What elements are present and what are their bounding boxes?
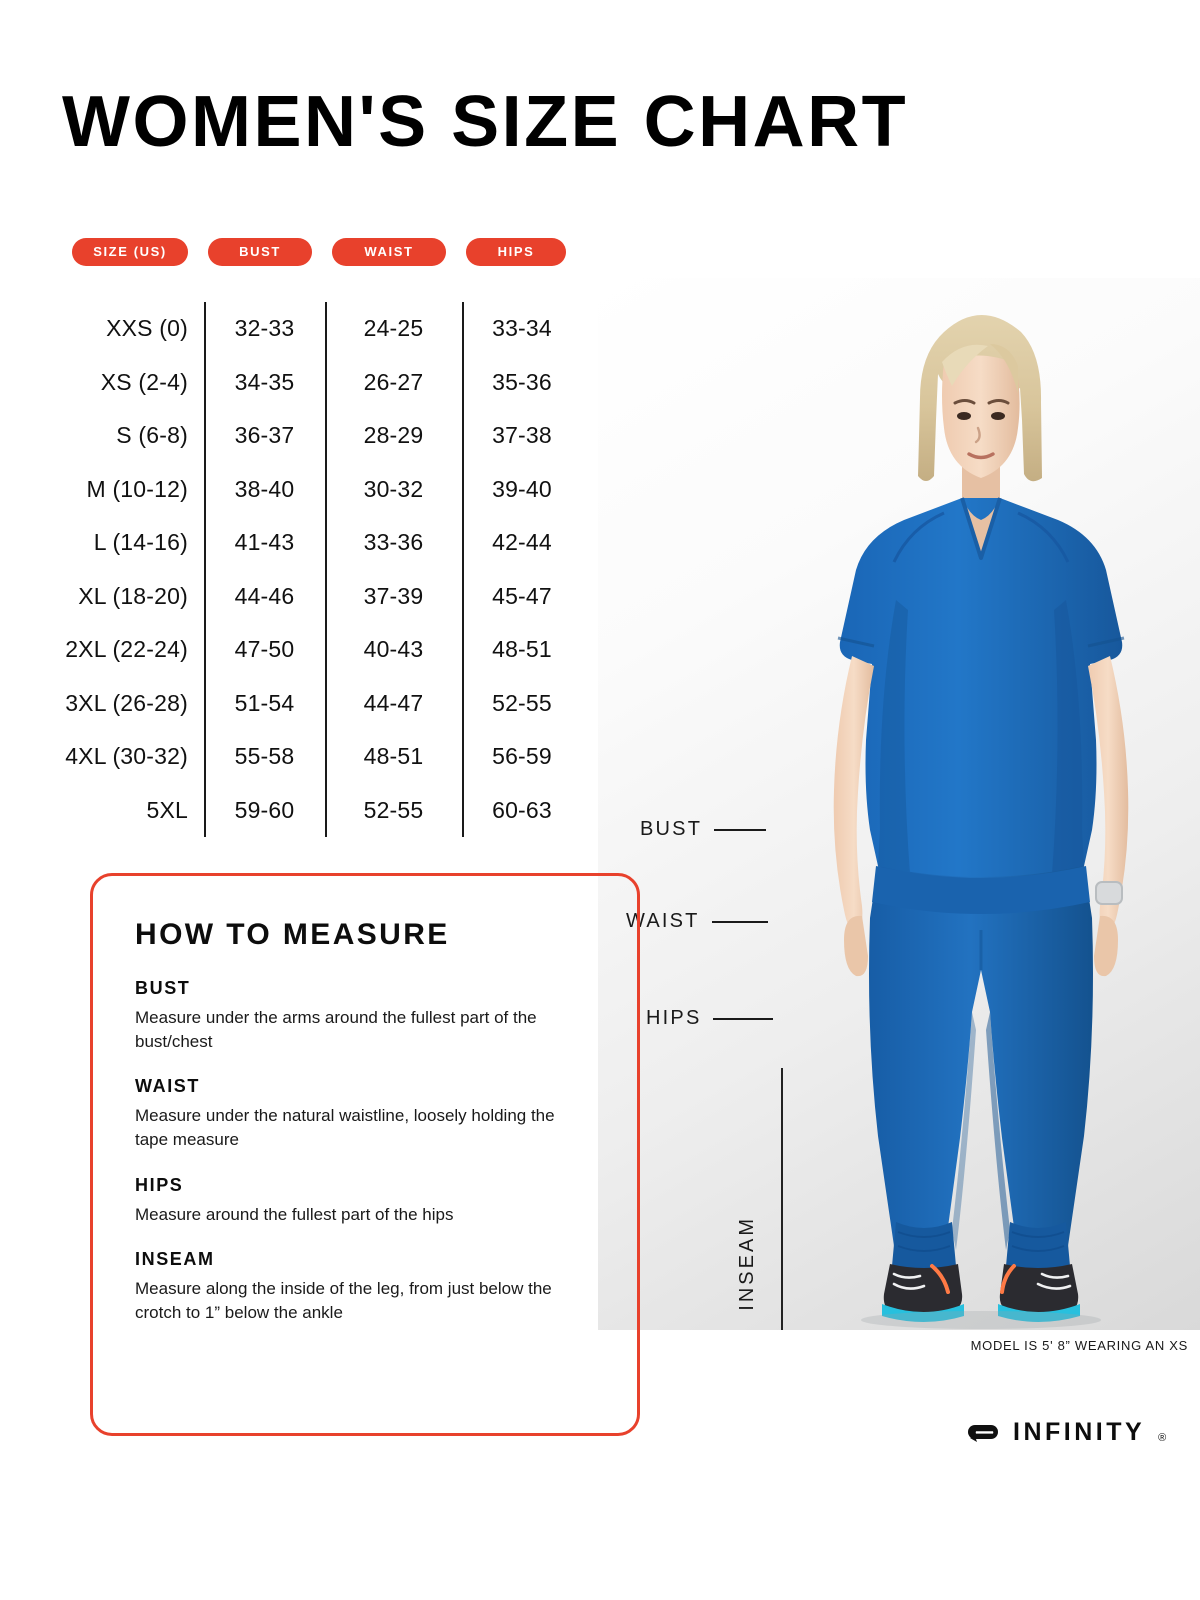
- cell-bust: 59-60: [234, 796, 295, 823]
- cell-waist: 48-51: [363, 743, 424, 770]
- cell-waist: 26-27: [363, 368, 424, 395]
- model-caption: MODEL IS 5' 8” WEARING AN XS: [970, 1338, 1188, 1353]
- cell-bust: 47-50: [234, 636, 295, 663]
- cell-size: 4XL (30-32): [65, 743, 188, 770]
- table-row: XL (18-20) 44-46 37-39 45-47: [62, 570, 582, 624]
- cell-hips: 60-63: [492, 796, 552, 823]
- model-figure-illustration: [833, 315, 1129, 1329]
- cell-hips: 45-47: [492, 582, 552, 609]
- column-header-hips: HIPS: [466, 238, 566, 266]
- callout-waist-line: [711, 920, 768, 923]
- brand-trademark-symbol: ®: [1158, 1432, 1167, 1444]
- cell-hips: 52-55: [492, 689, 552, 716]
- cell-bust: 36-37: [234, 422, 295, 449]
- callout-hips-line: [713, 1017, 774, 1020]
- table-row: M (10-12) 38-40 30-32 39-40: [62, 463, 582, 517]
- brand-wordmark: INFINITY: [1013, 1418, 1146, 1446]
- cell-hips: 35-36: [492, 368, 552, 395]
- cell-size: XS (2-4): [100, 368, 188, 395]
- callout-bust: BUST: [640, 818, 767, 841]
- callout-inseam-line: [781, 1068, 783, 1330]
- cell-hips: 48-51: [492, 636, 552, 663]
- table-body: XXS (0) 32-33 24-25 33-34 XS (2-4) 34-35…: [62, 302, 582, 837]
- cell-bust: 32-33: [234, 315, 295, 342]
- callout-inseam-label: INSEAM: [736, 1215, 758, 1311]
- cell-bust: 41-43: [234, 529, 295, 556]
- cell-hips: 39-40: [492, 475, 552, 502]
- cell-waist: 40-43: [363, 636, 424, 663]
- measure-item-inseam-label: INSEAM: [135, 1248, 215, 1269]
- table-row: XS (2-4) 34-35 26-27 35-36: [62, 356, 582, 410]
- cell-size: XL (18-20): [78, 582, 188, 609]
- table-row: 5XL 59-60 52-55 60-63: [62, 784, 582, 838]
- callout-inseam: INSEAM: [736, 1068, 783, 1330]
- measure-item-hips-text: Measure around the fullest part of the h…: [135, 1204, 454, 1224]
- cell-size: S (6-8): [116, 422, 188, 449]
- table-row: 2XL (22-24) 47-50 40-43 48-51: [62, 623, 582, 677]
- callout-bust-label: BUST: [640, 818, 703, 840]
- callout-waist-label: WAIST: [626, 910, 700, 932]
- cell-size: M (10-12): [86, 475, 188, 502]
- cell-waist: 28-29: [363, 422, 424, 449]
- cell-hips: 37-38: [492, 422, 552, 449]
- cell-size: 5XL: [146, 796, 188, 823]
- measure-item-waist: WAIST Measure under the natural waistlin…: [135, 1076, 587, 1152]
- cell-size: XXS (0): [106, 315, 188, 342]
- table-row: 4XL (30-32) 55-58 48-51 56-59: [62, 730, 582, 784]
- measure-item-bust-text: Measure under the arms around the fulles…: [135, 1008, 537, 1052]
- column-divider-1: [204, 302, 206, 837]
- column-header-bust: BUST: [208, 238, 312, 266]
- measure-item-bust: BUST Measure under the arms around the f…: [135, 978, 587, 1054]
- cell-bust: 38-40: [234, 475, 295, 502]
- model-image-panel: BUST WAIST HIPS INSEAM: [598, 278, 1200, 1330]
- how-to-measure-content: HOW TO MEASURE BUST Measure under the ar…: [135, 918, 587, 1325]
- column-header-waist: WAIST: [332, 238, 446, 266]
- page-title: WOMEN'S SIZE CHART: [62, 82, 909, 162]
- cell-waist: 37-39: [363, 582, 424, 609]
- measure-item-waist-text: Measure under the natural waistline, loo…: [135, 1106, 555, 1150]
- cell-bust: 44-46: [234, 582, 295, 609]
- cell-hips: 33-34: [492, 315, 552, 342]
- column-header-size: SIZE (US): [72, 238, 188, 266]
- model-illustration: BUST WAIST HIPS INSEAM: [598, 278, 1200, 1330]
- measure-item-hips: HIPS Measure around the fullest part of …: [135, 1175, 587, 1227]
- cell-bust: 34-35: [234, 368, 295, 395]
- column-divider-3: [462, 302, 464, 837]
- table-row: S (6-8) 36-37 28-29 37-38: [62, 409, 582, 463]
- cell-waist: 33-36: [363, 529, 424, 556]
- brand-logo: INFINITY ®: [966, 1418, 1166, 1447]
- measure-item-inseam-text: Measure along the inside of the leg, fro…: [135, 1278, 552, 1322]
- cell-size: L (14-16): [93, 529, 188, 556]
- measure-item-hips-label: HIPS: [135, 1174, 184, 1195]
- cell-bust: 51-54: [234, 689, 295, 716]
- how-to-measure-title: HOW TO MEASURE: [135, 918, 450, 951]
- cell-waist: 52-55: [363, 796, 424, 823]
- cell-size: 3XL (26-28): [65, 689, 188, 716]
- callout-waist: WAIST: [626, 910, 768, 933]
- infinity-loop-icon: [968, 1424, 998, 1442]
- callout-hips-label: HIPS: [646, 1007, 702, 1029]
- table-row: L (14-16) 41-43 33-36 42-44: [62, 516, 582, 570]
- measure-item-inseam: INSEAM Measure along the inside of the l…: [135, 1249, 587, 1325]
- cell-waist: 24-25: [363, 315, 424, 342]
- callout-hips: HIPS: [646, 1007, 774, 1030]
- cell-size: 2XL (22-24): [65, 636, 188, 663]
- table-row: XXS (0) 32-33 24-25 33-34: [62, 302, 582, 356]
- table-row: 3XL (26-28) 51-54 44-47 52-55: [62, 677, 582, 731]
- table-header-row: SIZE (US) BUST WAIST HIPS: [62, 238, 582, 274]
- measure-item-waist-label: WAIST: [135, 1076, 200, 1097]
- size-chart-table: SIZE (US) BUST WAIST HIPS XXS (0) 32-33 …: [62, 238, 582, 837]
- cell-hips: 56-59: [492, 743, 552, 770]
- measure-item-bust-label: BUST: [135, 978, 191, 998]
- cell-waist: 44-47: [363, 689, 424, 716]
- cell-bust: 55-58: [234, 743, 295, 770]
- cell-waist: 30-32: [363, 475, 424, 502]
- cell-hips: 42-44: [492, 529, 552, 556]
- column-divider-2: [325, 302, 327, 837]
- callout-bust-line: [714, 828, 767, 831]
- how-to-measure-box: HOW TO MEASURE BUST Measure under the ar…: [90, 873, 640, 1436]
